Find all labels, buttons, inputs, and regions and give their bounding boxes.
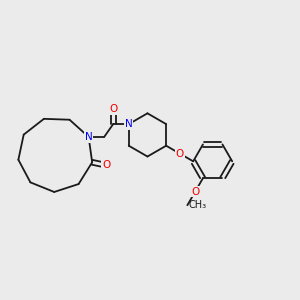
Text: N: N — [125, 119, 133, 129]
Text: N: N — [125, 119, 133, 129]
Text: N: N — [85, 132, 92, 142]
Text: O: O — [102, 160, 110, 170]
Text: O: O — [176, 148, 184, 158]
Text: O: O — [109, 104, 117, 114]
Text: CH₃: CH₃ — [188, 200, 207, 210]
Text: O: O — [191, 187, 199, 197]
